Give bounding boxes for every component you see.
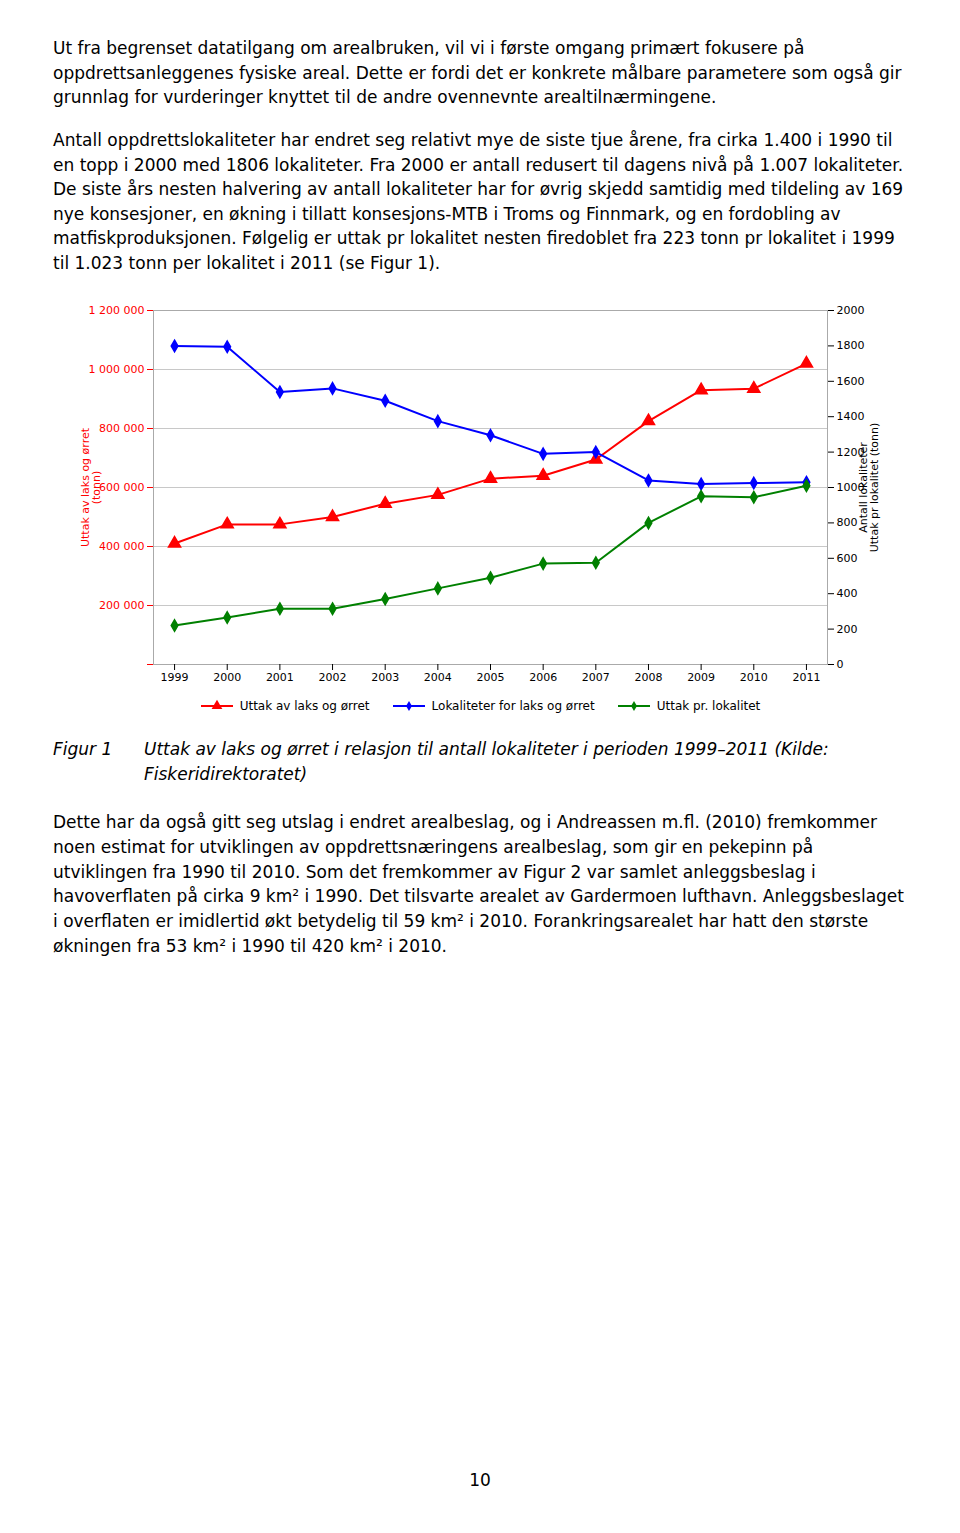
svg-text:1 200 000: 1 200 000 [89, 304, 145, 317]
svg-text:200 000: 200 000 [99, 599, 145, 612]
svg-text:200: 200 [837, 622, 858, 635]
svg-text:0: 0 [837, 658, 844, 671]
svg-text:1999: 1999 [161, 671, 189, 684]
html-text:Figur 1: Figur 1 [53, 739, 113, 760]
svg-text:1600: 1600 [837, 375, 865, 388]
html-text:Dette har da også gitt seg uts: Dette har da også gitt seg utslag i endr… [53, 812, 904, 956]
svg-text:2002: 2002 [319, 671, 347, 684]
html-text:Antall oppdrettslokaliteter ha: Antall oppdrettslokaliteter har endret s… [53, 129, 904, 274]
svg-text:800 000: 800 000 [99, 422, 145, 435]
html-text:Uttak pr. lokalitet: Uttak pr. lokalitet [656, 698, 761, 713]
html-text:Ut fra begrenset datatilgang o: Ut fra begrenset datatilgang om arealbru… [53, 38, 902, 108]
svg-text:1000: 1000 [836, 480, 865, 494]
svg-text:1400: 1400 [837, 410, 865, 423]
html-text:Lokaliteter for laks og ørret: Lokaliteter for laks og ørret [431, 698, 595, 713]
svg-text:1 000 000: 1 000 000 [89, 363, 145, 376]
html-text:10: 10 [469, 1470, 491, 1491]
svg-text:2010: 2010 [740, 671, 768, 684]
svg-text:2001: 2001 [266, 671, 294, 684]
svg-text:2008: 2008 [634, 671, 662, 684]
svg-text:Uttak av laks og ørret(tonn): Uttak av laks og ørret(tonn) [79, 427, 103, 547]
svg-text:2003: 2003 [371, 671, 399, 684]
svg-text:600: 600 [837, 552, 858, 565]
svg-text:2000: 2000 [837, 304, 865, 317]
svg-text:2009: 2009 [687, 671, 715, 684]
svg-text:2007: 2007 [582, 671, 610, 684]
svg-text:400 000: 400 000 [99, 540, 145, 553]
svg-text:600 000: 600 000 [99, 481, 145, 494]
svg-text:400: 400 [837, 587, 858, 600]
svg-text:2011: 2011 [792, 671, 820, 684]
svg-text:2004: 2004 [424, 671, 452, 684]
svg-text:2005: 2005 [477, 671, 505, 684]
html-text:Uttak av laks og ørret: Uttak av laks og ørret [239, 698, 370, 713]
svg-text:1200: 1200 [836, 445, 865, 459]
svg-text:Antall lokaliteterUttak pr lok: Antall lokaliteterUttak pr lokalitet (to… [857, 422, 881, 552]
svg-text:800: 800 [837, 516, 858, 529]
svg-text:1800: 1800 [837, 339, 865, 352]
html-text:Uttak av laks og ørret i relas: Uttak av laks og ørret i relasjon til an… [144, 739, 829, 784]
svg-text:2000: 2000 [213, 671, 241, 684]
svg-text:2006: 2006 [529, 671, 557, 684]
